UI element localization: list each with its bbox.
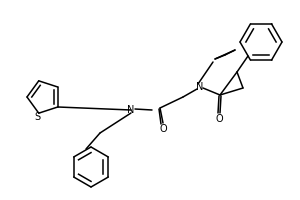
Text: O: O — [159, 124, 167, 134]
Text: O: O — [215, 114, 223, 124]
Text: S: S — [34, 112, 40, 122]
Text: N: N — [196, 82, 204, 92]
Text: N: N — [127, 105, 135, 115]
